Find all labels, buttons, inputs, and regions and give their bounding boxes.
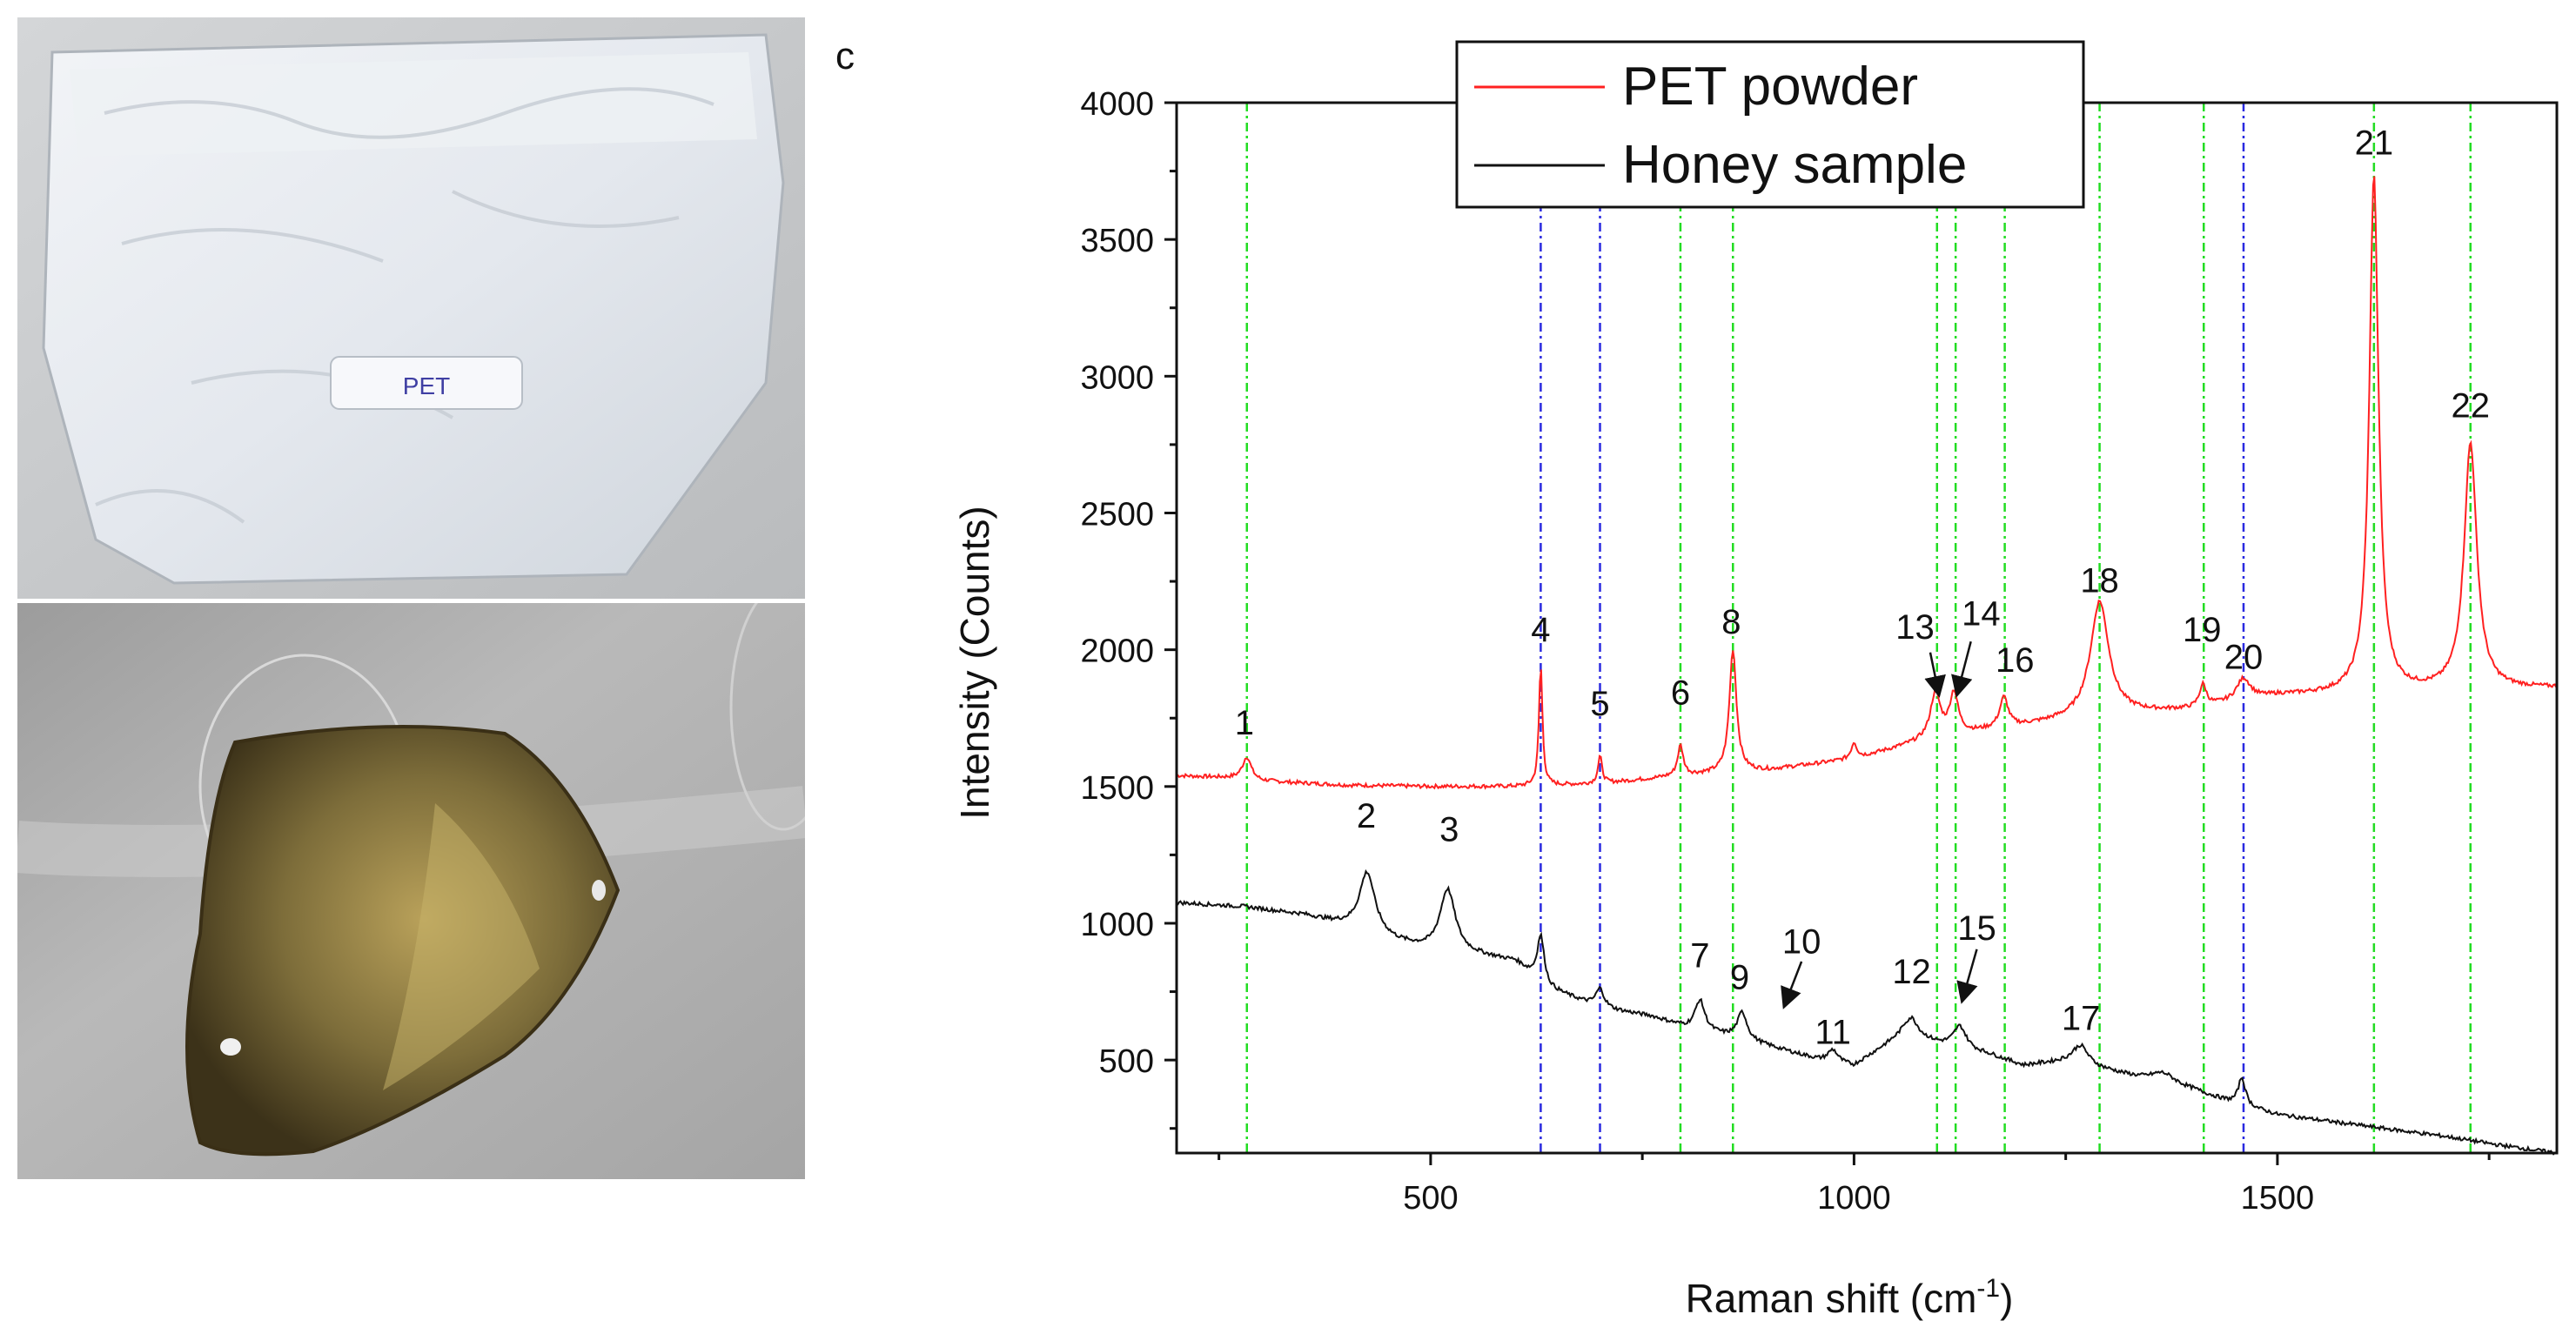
peak-label: 21	[2355, 124, 2394, 163]
honey-sample-photo	[17, 603, 805, 1179]
peak-label: 2	[1357, 797, 1376, 835]
peak-arrow	[1781, 961, 1803, 1009]
peak-label: 18	[2080, 562, 2119, 600]
peak-label: 10	[1782, 923, 1821, 962]
y-tick-label: 4000	[1080, 86, 1154, 123]
peak-label: 9	[1730, 958, 1749, 996]
peak-label: 12	[1892, 953, 1931, 991]
peak-arrow	[1951, 640, 1973, 698]
honey-sample-line	[1176, 868, 2557, 1156]
x-tick-label: 1500	[2241, 1180, 2315, 1217]
y-tick-label: 3500	[1080, 223, 1154, 259]
x-axis-label: Raman shift (cm-1)	[1686, 1274, 2014, 1321]
peak-label: 3	[1439, 811, 1459, 849]
peak-label: 7	[1690, 936, 1709, 975]
y-tick-label: 500	[1099, 1043, 1154, 1080]
y-tick-label: 1000	[1080, 907, 1154, 943]
panel-label-c: c	[835, 35, 855, 77]
peak-label: 4	[1531, 611, 1550, 649]
x-tick-label: 500	[1403, 1180, 1458, 1217]
peak-label: 1	[1235, 704, 1254, 742]
plot-frame	[1175, 101, 2559, 1155]
y-axis-label: Intensity (Counts)	[952, 506, 997, 819]
bag-label-text: PET	[403, 372, 450, 399]
legend-label-pet: PET powder	[1622, 57, 1918, 117]
peak-label: 13	[1895, 608, 1935, 647]
y-tick-label: 3000	[1080, 359, 1154, 396]
y-tick-label: 2000	[1080, 634, 1154, 670]
peak-arrow	[1924, 652, 1946, 698]
peak-label: 20	[2224, 639, 2264, 677]
x-tick-label: 1000	[1817, 1180, 1891, 1217]
peak-label: 15	[1957, 909, 1996, 948]
peak-label: 19	[2183, 611, 2222, 649]
pet-powder-line	[1176, 176, 2557, 790]
peak-label: 8	[1721, 603, 1741, 641]
y-tick-label: 1500	[1080, 770, 1154, 807]
peak-label: 5	[1590, 685, 1609, 723]
peak-label: 11	[1815, 1013, 1851, 1051]
peak-label: 17	[2062, 1000, 2101, 1038]
peak-label: 16	[1996, 641, 2035, 680]
y-tick-label: 2500	[1080, 496, 1154, 533]
legend-box	[1455, 40, 2085, 209]
pet-powder-bag-photo: PET	[17, 17, 805, 599]
peak-label: 14	[1962, 594, 2001, 633]
peak-arrow	[1956, 949, 1978, 1004]
peak-label: 6	[1671, 674, 1690, 713]
legend-label-honey: Honey sample	[1622, 135, 1967, 195]
peak-label: 22	[2452, 386, 2491, 425]
